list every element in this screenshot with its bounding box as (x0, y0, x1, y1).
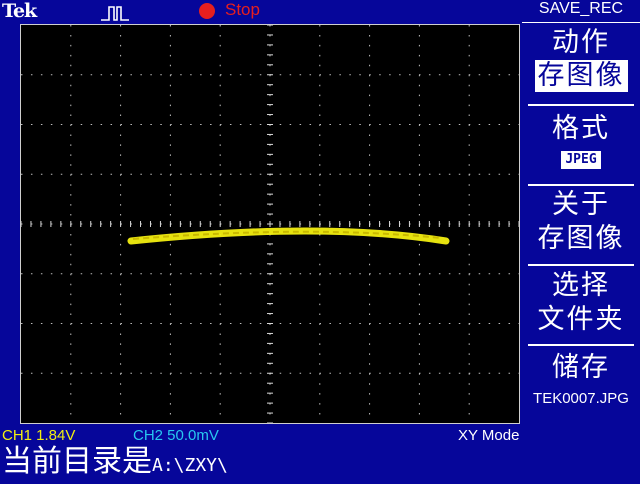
about-line1: 关于 (552, 189, 610, 220)
action-value: 存图像 (534, 60, 628, 92)
save-label: 储存 (552, 352, 610, 383)
select-line1: 选择 (552, 270, 610, 301)
xy-trace-texture (132, 230, 442, 240)
waveform-display (20, 24, 520, 424)
ch2-scale: CH2 50.0mV (133, 427, 219, 444)
menu-divider (528, 344, 634, 346)
menu-item-save[interactable]: 储存 TEK0007.JPG (522, 351, 640, 409)
menu-item-format[interactable]: 格式 JPEG (522, 112, 640, 169)
menu-item-about[interactable]: 关于 存图像 (522, 188, 640, 256)
menu-divider (528, 264, 634, 266)
menu-divider (528, 184, 634, 186)
display-mode: XY Mode (458, 427, 520, 444)
menu-title: SAVE_REC (522, 0, 640, 23)
format-value: JPEG (561, 151, 601, 169)
side-menu: 动作 存图像 格式 JPEG 关于 存图像 选择 文件夹 储存 TEK0007.… (522, 24, 640, 424)
current-directory: 当前目录是A:\ZXY\ (2, 444, 228, 484)
directory-path: A:\ZXY\ (152, 455, 228, 476)
menu-item-action[interactable]: 动作 存图像 (522, 26, 640, 92)
menu-divider (528, 104, 634, 106)
run-state-label: Stop (225, 0, 260, 19)
run-state-icon (199, 3, 215, 19)
brand-logo: Tek (2, 0, 37, 22)
directory-label: 当前目录是 (2, 444, 152, 479)
trigger-pulse-icon (101, 6, 129, 21)
select-line2: 文件夹 (537, 304, 625, 335)
action-label: 动作 (552, 27, 610, 58)
about-line2: 存图像 (537, 223, 625, 254)
ch1-scale: CH1 1.84V (2, 427, 76, 444)
save-filename: TEK0007.JPG (533, 390, 629, 407)
format-label: 格式 (552, 113, 610, 144)
menu-item-select-folder[interactable]: 选择 文件夹 (522, 269, 640, 337)
graticule (21, 25, 519, 423)
